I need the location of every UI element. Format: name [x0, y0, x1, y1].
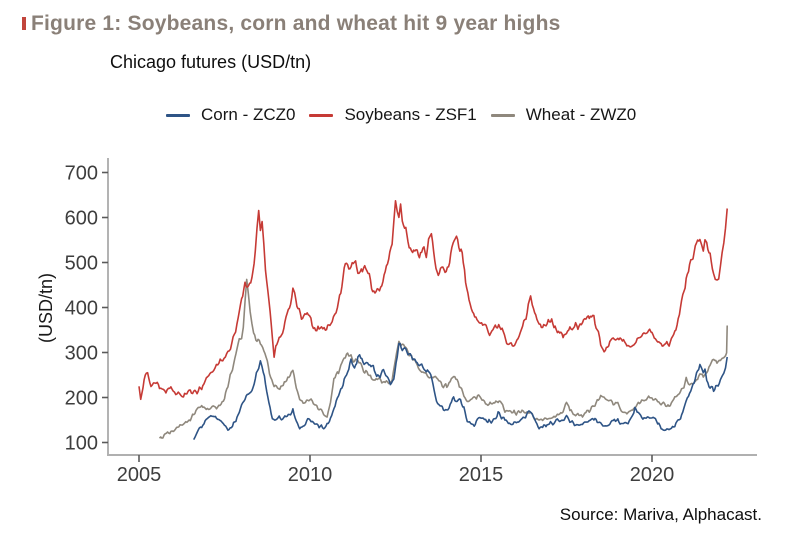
y-tick-label: 700	[65, 163, 98, 185]
legend-label-corn: Corn - ZCZ0	[201, 105, 296, 124]
y-tick-label: 100	[65, 433, 98, 455]
legend-item-wheat: Wheat - ZWZ0	[490, 105, 637, 125]
y-tick-label: 500	[65, 253, 98, 275]
series-line-soybeans	[138, 200, 728, 401]
legend-label-wheat: Wheat - ZWZ0	[525, 105, 637, 124]
chart-subtitle: Chicago futures (USD/tn)	[110, 52, 312, 72]
source-credit: Source: Mariva, Alphacast.	[559, 505, 762, 524]
figure-title: Figure 1: Soybeans, corn and wheat hit 9…	[31, 12, 561, 35]
soybeans-line-swatch-icon	[309, 113, 334, 117]
x-tick-label: 2015	[459, 464, 504, 486]
y-tick-label: 200	[65, 388, 98, 410]
wheat-line-swatch-icon	[490, 113, 515, 117]
y-tick-label: 600	[65, 208, 98, 230]
corn-line-swatch-icon	[166, 113, 190, 117]
legend-item-corn: Corn - ZCZ0	[166, 105, 295, 125]
series-line-corn	[192, 342, 728, 440]
x-tick-label: 2010	[288, 464, 333, 486]
legend-label-soybeans: Soybeans - ZSF1	[344, 105, 477, 124]
y-tick-label: 400	[65, 298, 98, 320]
y-tick-label: 300	[65, 343, 98, 365]
x-tick-label: 2005	[117, 464, 162, 486]
chart-legend: Corn - ZCZ0 Soybeans - ZSF1 Wheat - ZWZ0	[166, 105, 636, 125]
legend-item-soybeans: Soybeans - ZSF1	[309, 105, 477, 125]
red-dash-mark	[22, 17, 26, 30]
y-axis-title: (USD/tn)	[36, 273, 56, 343]
x-tick-label: 2020	[630, 464, 675, 486]
series-line-wheat	[158, 278, 728, 439]
